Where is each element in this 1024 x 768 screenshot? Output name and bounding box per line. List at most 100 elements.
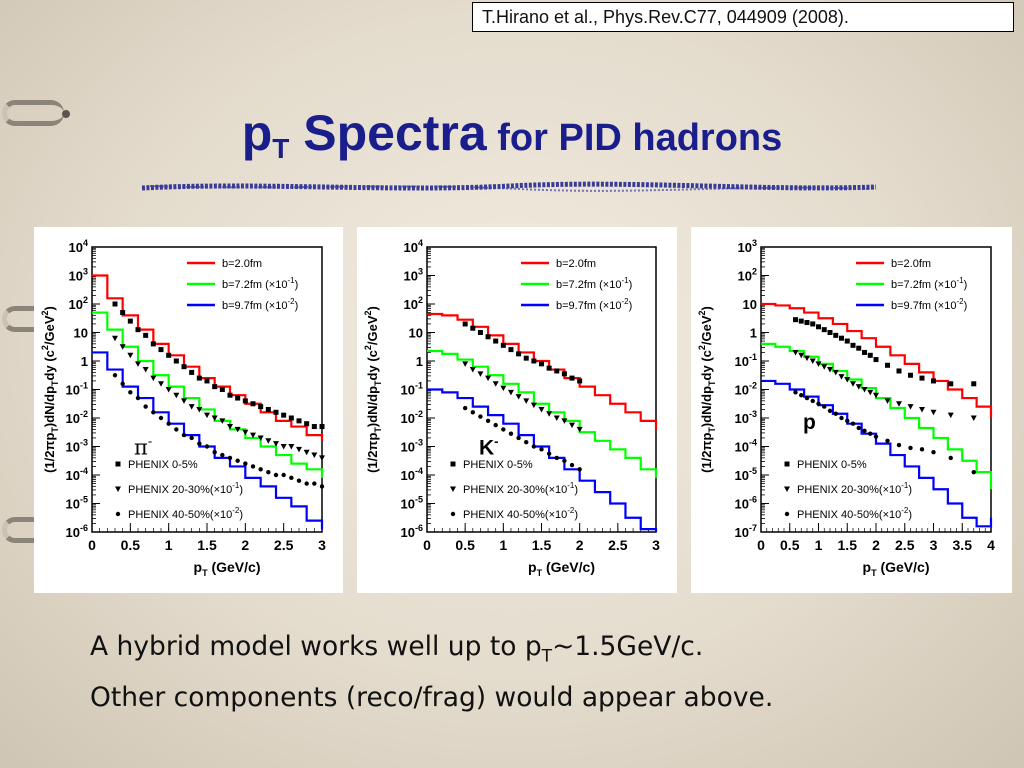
data-point-circle [931,450,936,455]
title-rest: for PID hadrons [486,117,783,159]
legend-data-label: PHENIX 20-30%(×10-1) [128,481,243,496]
data-point-circle [546,451,552,456]
data-point-circle [804,395,810,401]
data-point-triangle [462,361,469,367]
legend-line-label: b=7.2fm (×10-1) [556,276,632,291]
x-tick-label: 3.5 [953,537,973,553]
data-point-triangle [142,367,149,373]
legend-data-label: PHENIX 0-5% [128,459,198,471]
data-point-square [219,387,225,392]
slide-title: pT Spectra for PID hadrons [0,104,1024,165]
y-tick-label: 103 [738,238,757,255]
x-tick-label: 2 [576,537,584,553]
data-point-triangle [947,412,954,419]
y-tick-label: 10-3 [66,438,88,455]
y-tick-label: 104 [69,238,88,255]
legend-data-label: PHENIX 40-50%(×10-2) [463,506,578,521]
data-point-circle [516,435,521,441]
data-point-triangle [257,435,264,441]
y-tick-label: 10-3 [401,438,423,455]
caption: A hybrid model works well up to pT~1.5Ge… [90,626,1010,719]
y-tick-label: 10-5 [735,466,757,483]
legend-marker-circle [450,511,456,517]
data-point-triangle [507,389,514,396]
data-point-square [833,332,839,338]
y-tick-label: 10-6 [66,523,88,540]
data-point-square [196,375,202,381]
legend-line-label: b=2.0fm [222,258,262,270]
data-point-triangle [135,361,141,367]
data-point-triangle [280,444,287,450]
data-point-triangle [188,404,195,410]
data-point-circle [197,441,202,446]
title-sub: T [272,133,290,164]
data-point-triangle [867,389,874,396]
data-point-triangle [821,364,828,370]
data-point-circle [143,404,148,409]
x-tick-label: 1.5 [197,537,217,553]
y-tick-label: 10-6 [401,523,423,540]
data-point-circle [158,415,164,421]
data-point-square [143,332,149,338]
x-axis-label: pT (GeV/c) [194,559,261,578]
data-point-circle [151,410,156,415]
data-point-triangle [296,446,302,453]
data-point-triangle [311,452,318,459]
data-point-square [462,321,468,327]
x-tick-label: 2.5 [895,537,915,553]
y-tick-label: 10-5 [401,495,423,512]
data-point-triangle [815,361,822,367]
data-point-square [873,357,879,363]
y-tick-label: 10-5 [66,495,88,512]
data-point-circle [862,428,867,434]
data-point-triangle [500,385,507,392]
caption-line1-post: ~1.5GeV/c. [552,631,704,662]
data-point-square [311,424,317,430]
legend-marker-circle [784,511,790,517]
legend-line-label: b=9.7fm (×10-2) [556,297,632,312]
data-point-triangle [561,418,568,424]
data-point-triangle [234,426,241,433]
data-point-square [204,378,210,384]
data-point-square [804,320,810,326]
data-point-triangle [896,401,902,407]
model-curve-2 [427,388,658,532]
data-point-triangle [127,352,134,359]
data-point-circle [524,440,529,445]
y-tick-label: 10 [743,297,757,312]
chart-panel-proton: 103 102 10 1 10-1 10-2 10-3 10-4 10-5 10-6 10-7 0 0.… [691,227,1012,593]
data-point-circle [212,450,217,455]
data-point-square [862,349,867,355]
data-point-circle [856,425,861,431]
x-tick-label: 4 [987,537,995,553]
y-tick-label: 10-4 [401,466,423,483]
data-point-square [288,415,294,421]
data-point-circle [120,381,125,386]
data-point-circle [227,455,233,461]
particle-label: p [803,411,816,434]
data-point-square [523,355,529,361]
data-point-circle [174,427,179,432]
legend-line-label: b=9.7fm (×10-2) [891,297,967,312]
data-point-square [839,335,844,341]
data-point-triangle [204,412,210,419]
legend-marker-triangle [450,486,456,492]
data-point-circle [569,462,575,468]
data-point-triangle [804,355,810,362]
data-point-circle [799,393,804,398]
data-point-circle [919,447,925,452]
data-point-square [816,324,821,330]
data-point-circle [281,472,286,478]
data-point-circle [501,427,506,432]
data-point-triangle [792,349,799,356]
data-point-circle [135,395,141,401]
x-tick-label: 2.5 [608,537,628,553]
title-divider [141,181,877,192]
data-point-circle [908,445,913,451]
data-point-square [242,398,248,404]
data-point-triangle [970,415,977,421]
y-axis-label: (1/2πpT)dN/dpTdy (c2/GeV2) [40,306,60,473]
x-tick-label: 0 [423,537,431,553]
data-point-circle [816,401,821,406]
y-tick-label: 10-1 [66,381,88,398]
